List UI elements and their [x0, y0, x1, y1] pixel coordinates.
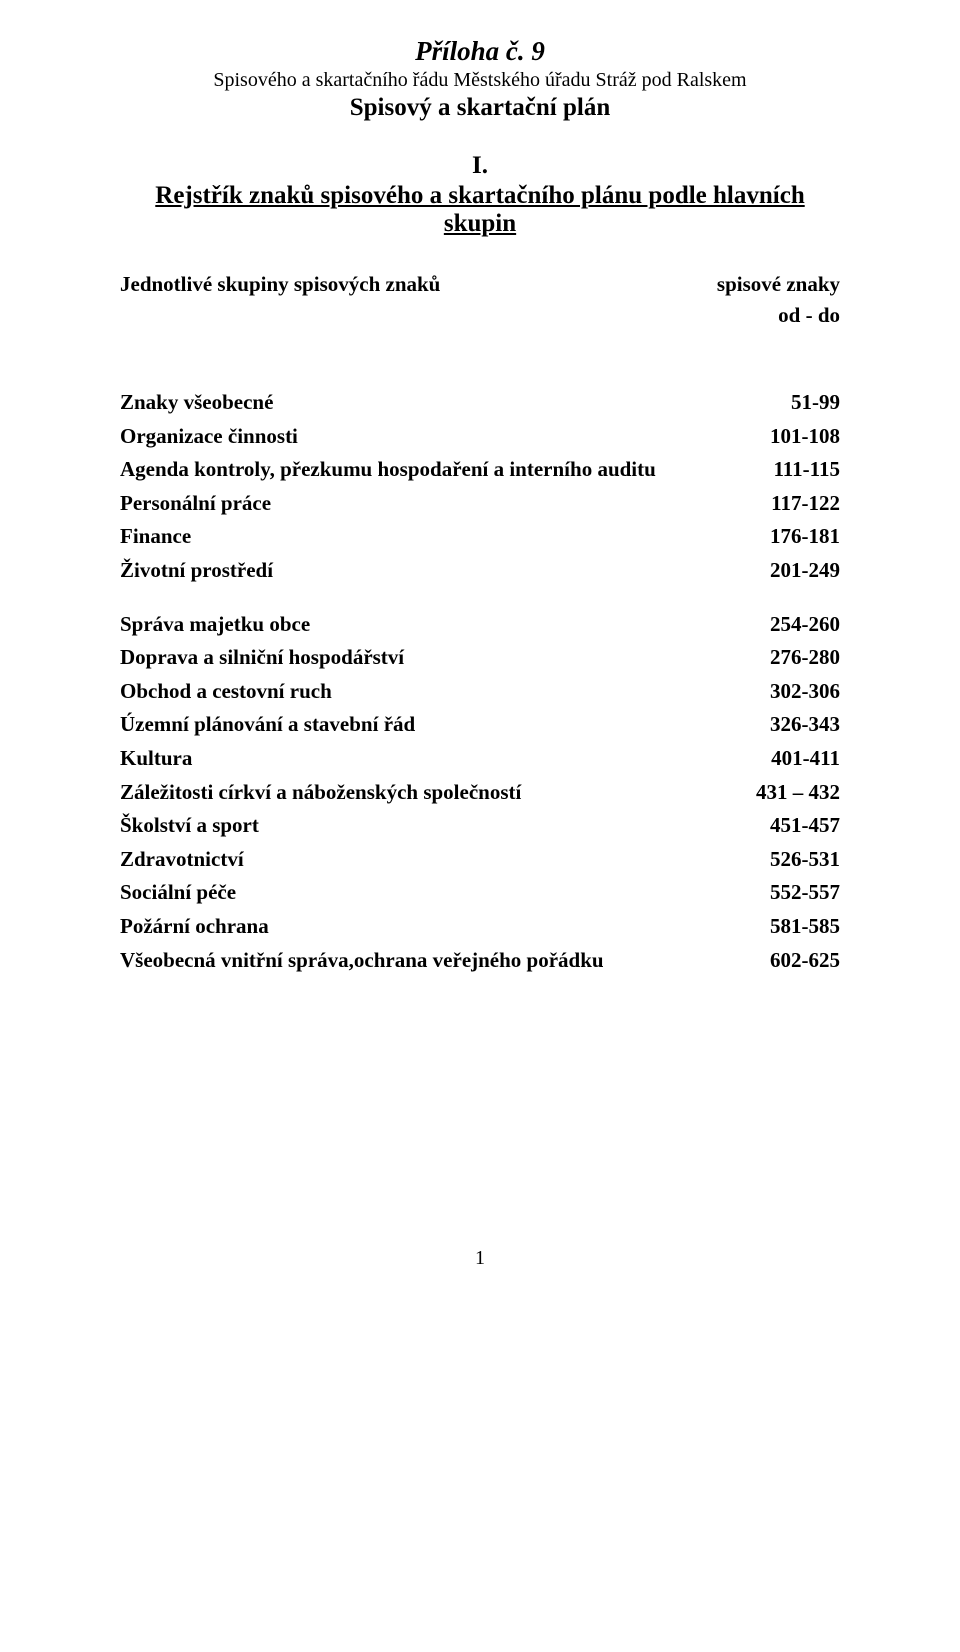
entry-label: Všeobecná vnitřní správa,ochrana veřejné… — [120, 944, 770, 978]
index-title: Rejstřík znaků spisového a skartačního p… — [120, 182, 840, 238]
entry-range: 401-411 — [771, 742, 840, 776]
entry-range: 276-280 — [770, 641, 840, 675]
entry-range: 302-306 — [770, 675, 840, 709]
entry-range: 526-531 — [770, 843, 840, 877]
column-headers: Jednotlivé skupiny spisových znaků spiso… — [120, 272, 840, 328]
entry-label: Zdravotnictví — [120, 843, 770, 877]
entry-label: Doprava a silniční hospodářství — [120, 641, 770, 675]
entry-range: 201-249 — [770, 554, 840, 588]
entry-label: Správa majetku obce — [120, 608, 770, 642]
index-entry: Všeobecná vnitřní správa,ochrana veřejné… — [120, 944, 840, 978]
entry-range: 176-181 — [770, 520, 840, 554]
entry-range: 326-343 — [770, 708, 840, 742]
index-entry: Doprava a silniční hospodářství 276-280 — [120, 641, 840, 675]
index-entry: Požární ochrana 581-585 — [120, 910, 840, 944]
plan-title: Spisový a skartační plán — [120, 94, 840, 122]
entry-label: Organizace činnosti — [120, 420, 770, 454]
entry-range: 581-585 — [770, 910, 840, 944]
entry-label: Agenda kontroly, přezkumu hospodaření a … — [120, 453, 773, 487]
entries-list: Znaky všeobecné 51-99 Organizace činnost… — [120, 386, 840, 977]
document-page: Příloha č. 9 Spisového a skartačního řád… — [0, 0, 960, 1652]
index-entry: Záležitosti církví a náboženských společ… — [120, 776, 840, 810]
entry-label: Územní plánování a stavební řád — [120, 708, 770, 742]
entry-range: 602-625 — [770, 944, 840, 978]
entry-range: 552-557 — [770, 876, 840, 910]
entry-label: Finance — [120, 520, 770, 554]
index-entry: Školství a sport 451-457 — [120, 809, 840, 843]
index-entry: Finance 176-181 — [120, 520, 840, 554]
entry-label: Školství a sport — [120, 809, 770, 843]
entry-range: 117-122 — [771, 487, 840, 521]
entry-range: 51-99 — [791, 386, 840, 420]
right-column-sub: od - do — [717, 303, 840, 328]
index-entry: Sociální péče 552-557 — [120, 876, 840, 910]
entry-label: Požární ochrana — [120, 910, 770, 944]
attachment-number: Příloha č. 9 — [120, 36, 840, 67]
page-number: 1 — [120, 1247, 840, 1270]
left-column-header: Jednotlivé skupiny spisových znaků — [120, 272, 440, 328]
index-entry: Obchod a cestovní ruch 302-306 — [120, 675, 840, 709]
entry-label: Záležitosti církví a náboženských společ… — [120, 776, 756, 810]
right-column-header-wrap: spisové znaky od - do — [717, 272, 840, 328]
index-entry: Znaky všeobecné 51-99 — [120, 386, 840, 420]
index-entry: Životní prostředí 201-249 — [120, 554, 840, 588]
attachment-subtitle: Spisového a skartačního řádu Městského ú… — [120, 69, 840, 92]
index-entry: Personální práce 117-122 — [120, 487, 840, 521]
section-roman: I. — [120, 152, 840, 180]
entry-label: Znaky všeobecné — [120, 386, 791, 420]
index-entry: Správa majetku obce 254-260 — [120, 608, 840, 642]
entry-range: 111-115 — [773, 453, 840, 487]
index-entry: Zdravotnictví 526-531 — [120, 843, 840, 877]
block-gap — [120, 588, 840, 608]
entry-range: 431 – 432 — [756, 776, 840, 810]
entry-range: 101-108 — [770, 420, 840, 454]
entry-label: Sociální péče — [120, 876, 770, 910]
entry-range: 451-457 — [770, 809, 840, 843]
entry-range: 254-260 — [770, 608, 840, 642]
entry-label: Personální práce — [120, 487, 771, 521]
right-column-header: spisové znaky — [717, 272, 840, 296]
index-entry: Organizace činnosti 101-108 — [120, 420, 840, 454]
index-entry: Kultura 401-411 — [120, 742, 840, 776]
index-entry: Územní plánování a stavební řád 326-343 — [120, 708, 840, 742]
entry-label: Životní prostředí — [120, 554, 770, 588]
entry-label: Obchod a cestovní ruch — [120, 675, 770, 709]
entry-label: Kultura — [120, 742, 771, 776]
index-entry: Agenda kontroly, přezkumu hospodaření a … — [120, 453, 840, 487]
